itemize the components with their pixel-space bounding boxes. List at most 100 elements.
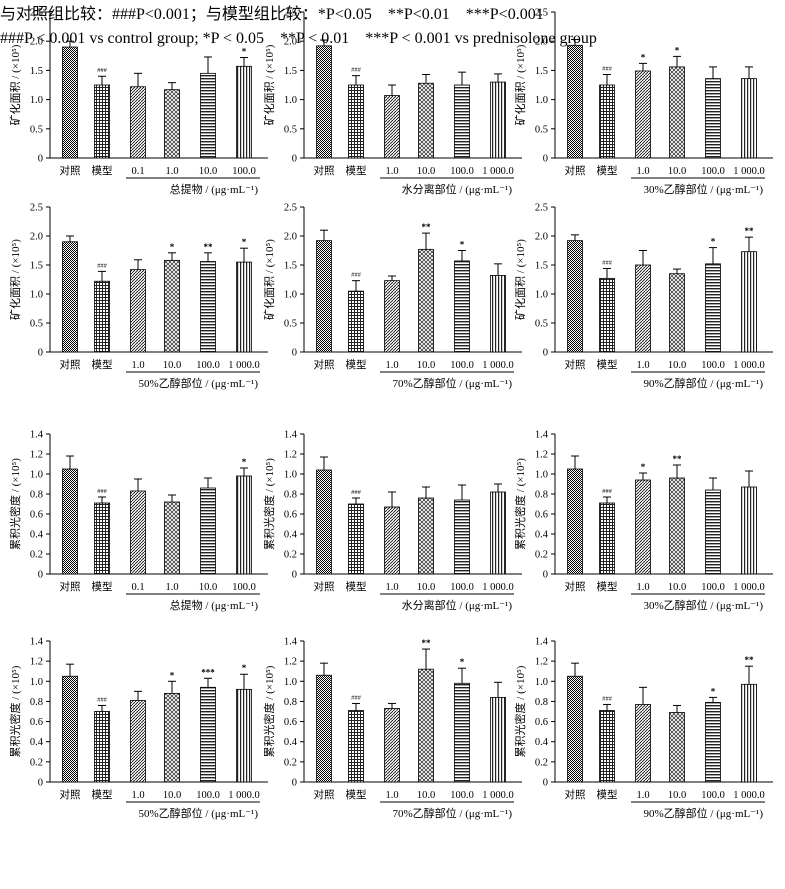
significance-label: ** [422, 638, 432, 648]
significance-label: ### [602, 65, 613, 72]
y-tick-label: 0.4 [535, 737, 549, 748]
bar-3 [635, 479, 651, 575]
y-tick-label: 1.5 [284, 66, 297, 77]
bar-6 [236, 688, 252, 783]
bar-3 [635, 264, 651, 353]
bar-5 [454, 84, 470, 159]
x-tick-label: 10.0 [417, 166, 435, 177]
x-axis-title: 总提物 / (μg·mL⁻¹) [170, 598, 259, 612]
x-tick-label: 100.0 [196, 360, 220, 371]
bar-2 [348, 290, 364, 353]
x-tick-label: 1 000.0 [733, 790, 765, 801]
footnote-chinese: 与对照组比较：###P<0.001；与模型组比较：*P<0.05 **P<0.0… [0, 6, 544, 23]
y-tick-label: 0.5 [284, 124, 297, 135]
significance-label: * [711, 237, 716, 247]
x-tick-label: 模型 [597, 164, 618, 177]
bar-6 [741, 683, 757, 783]
bar-2 [348, 84, 364, 159]
x-axis-title: 90%乙醇部位 / (μg·mL⁻¹) [644, 806, 764, 820]
bar-4 [418, 668, 434, 783]
x-tick-label: 1 000.0 [482, 360, 514, 371]
bar-4 [669, 66, 685, 159]
bar-2 [348, 503, 364, 575]
bar-6 [490, 81, 506, 159]
x-tick-label: 10.0 [163, 790, 181, 801]
y-tick-label: 1.5 [284, 261, 297, 272]
y-tick-label: 0 [38, 778, 43, 789]
significance-label: ### [97, 696, 108, 703]
x-tick-label: 模型 [346, 788, 367, 801]
y-tick-label: 1.5 [30, 66, 43, 77]
y-axis-title: 矿化面积 / (×10⁵) [513, 44, 527, 125]
bar-4 [418, 497, 434, 575]
significance-label: ### [97, 488, 108, 495]
bar-2 [599, 710, 615, 783]
significance-label: ** [422, 222, 432, 232]
bar-6 [741, 486, 757, 575]
bar-3 [384, 708, 400, 783]
x-tick-label: 模型 [92, 358, 113, 371]
significance-label: ### [351, 67, 362, 74]
bar-1 [316, 240, 332, 353]
y-axis-title: 矿化面积 / (×10⁵) [513, 239, 527, 320]
bar-5 [705, 263, 721, 353]
x-tick-label: 模型 [346, 358, 367, 371]
y-tick-label: 1.4 [284, 430, 298, 441]
bar-6 [490, 697, 506, 783]
x-tick-label: 100.0 [701, 790, 725, 801]
bar-1 [62, 46, 78, 159]
x-tick-label: 100.0 [701, 360, 725, 371]
x-tick-label: 10.0 [417, 790, 435, 801]
y-tick-label: 0.5 [30, 124, 43, 135]
y-tick-label: 1.0 [284, 470, 297, 481]
significance-label: ### [351, 272, 362, 279]
bar-2 [94, 711, 110, 783]
y-tick-label: 1.2 [30, 657, 43, 668]
chart-panel-8: 0 0.2 0.4 0.6 0.8 1.0 1.2 1.4 累积光密度 / (×10⁵) 对照 ##… [262, 430, 522, 612]
significance-label: ### [602, 695, 613, 702]
significance-label: ** [673, 454, 683, 464]
y-tick-label: 1.0 [535, 95, 548, 106]
chart-panel-11: 0 0.2 0.4 0.6 0.8 1.0 1.2 1.4 累积光密度 / (×10⁵) 对照 ##… [262, 637, 522, 820]
x-axis-title: 70%乙醇部位 / (μg·mL⁻¹) [393, 376, 513, 390]
x-tick-label: 1.0 [385, 582, 398, 593]
x-tick-label: 对照 [314, 788, 335, 801]
x-tick-label: 100.0 [450, 166, 474, 177]
significance-label: * [460, 240, 465, 250]
x-tick-label: 对照 [565, 788, 586, 801]
y-axis-title: 累积光密度 / (×10⁵) [262, 458, 276, 550]
bar-4 [418, 82, 434, 159]
significance-label: * [711, 686, 716, 696]
y-tick-label: 0 [292, 570, 297, 581]
bar-2 [599, 502, 615, 575]
y-tick-label: 0.4 [284, 737, 298, 748]
bar-3 [384, 95, 400, 159]
bar-5 [454, 260, 470, 353]
y-tick-label: 0 [38, 348, 43, 359]
x-tick-label: 1.0 [165, 582, 178, 593]
y-tick-label: 0.2 [535, 550, 548, 561]
x-tick-label: 100.0 [196, 790, 220, 801]
footnote-english: ###P < 0.001 vs control group; *P < 0.05… [0, 30, 597, 47]
chart-panel-7: 0 0.2 0.4 0.6 0.8 1.0 1.2 1.4 累积光密度 / (×10⁵) 对照 ##… [8, 430, 268, 612]
x-tick-label: 模型 [346, 580, 367, 593]
y-tick-label: 0.6 [284, 717, 297, 728]
bar-6 [741, 78, 757, 159]
chart-panel-3: 0 0.5 1.0 1.5 2.0 2.5 矿化面积 / (×10⁵) 对照 ### 模型 * 1.0… [513, 8, 773, 196]
y-tick-label: 1.4 [30, 637, 44, 648]
y-tick-label: 2.5 [535, 203, 548, 214]
significance-label: *** [201, 667, 215, 677]
bar-1 [567, 44, 583, 159]
y-tick-label: 2.0 [30, 232, 43, 243]
y-axis-title: 累积光密度 / (×10⁵) [513, 665, 527, 757]
significance-label: * [242, 457, 247, 467]
y-tick-label: 0.6 [30, 510, 43, 521]
y-tick-label: 1.4 [284, 637, 298, 648]
y-tick-label: 0.8 [535, 697, 548, 708]
y-tick-label: 1.0 [284, 677, 297, 688]
y-tick-label: 0.5 [535, 124, 548, 135]
y-tick-label: 2.5 [30, 203, 43, 214]
chart-panel-10: 0 0.2 0.4 0.6 0.8 1.0 1.2 1.4 累积光密度 / (×10⁵) 对照 ##… [8, 637, 268, 820]
y-tick-label: 0.2 [284, 757, 297, 768]
bar-4 [669, 712, 685, 783]
